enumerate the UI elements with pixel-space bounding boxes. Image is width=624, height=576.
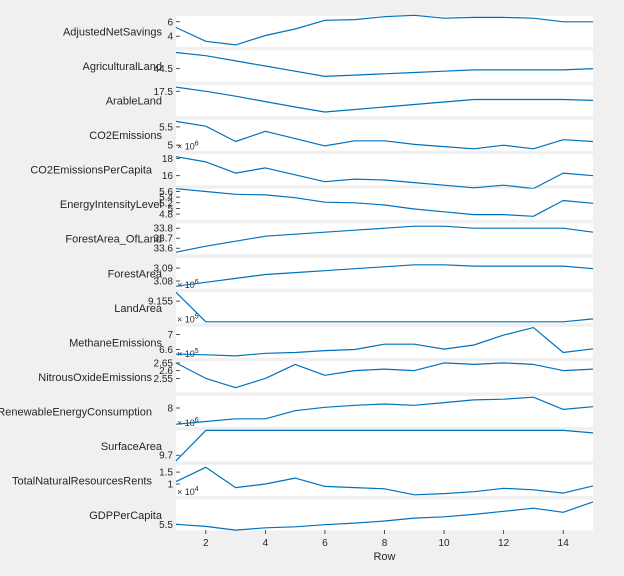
axes-panel bbox=[176, 499, 593, 531]
axis-exponent-label: × 106 bbox=[177, 141, 199, 152]
series-label: ForestArea bbox=[108, 268, 163, 280]
y-tick-label: 1 bbox=[167, 480, 173, 491]
series-line bbox=[175, 264, 594, 287]
x-tick-label: 14 bbox=[558, 538, 570, 549]
axes-panel bbox=[176, 464, 593, 496]
axes-panel bbox=[176, 257, 593, 289]
y-tick-label: 33.8 bbox=[154, 224, 174, 235]
x-axis-label: Row bbox=[373, 551, 395, 563]
y-tick-label: 5 bbox=[167, 204, 173, 215]
axes-panel bbox=[176, 85, 593, 117]
axes-panel bbox=[176, 188, 593, 220]
x-tick-label: 4 bbox=[263, 538, 269, 549]
y-tick-label: 33.7 bbox=[154, 234, 174, 245]
series-line bbox=[175, 396, 594, 425]
series-label: AdjustedNetSavings bbox=[63, 27, 163, 39]
series-label: LandArea bbox=[114, 303, 163, 315]
y-tick-label: 17.5 bbox=[154, 87, 174, 98]
x-tick-label: 8 bbox=[382, 538, 388, 549]
series-line bbox=[175, 327, 594, 357]
series-line bbox=[175, 429, 594, 462]
series-label: TotalNaturalResourcesRents bbox=[12, 475, 153, 487]
y-tick-label: 16 bbox=[162, 171, 174, 182]
y-tick-label: 4 bbox=[167, 32, 173, 43]
axis-exponent-label: × 104 bbox=[177, 486, 199, 497]
series-label: CO2Emissions bbox=[89, 130, 162, 142]
y-tick-label: 3.09 bbox=[154, 264, 174, 275]
y-tick-label: 5 bbox=[167, 141, 173, 152]
y-tick-label: 6.6 bbox=[159, 345, 173, 356]
axes-panel bbox=[176, 395, 593, 427]
y-tick-label: 5.6 bbox=[159, 187, 173, 198]
series-label: ArableLand bbox=[106, 96, 162, 108]
series-line bbox=[175, 225, 594, 253]
y-tick-label: 5.5 bbox=[159, 520, 173, 531]
y-tick-label: 7 bbox=[167, 330, 173, 341]
x-tick-label: 6 bbox=[322, 538, 328, 549]
series-label: MethaneEmissions bbox=[69, 337, 162, 349]
series-line bbox=[175, 156, 594, 190]
y-tick-label: 18 bbox=[162, 154, 174, 165]
axis-exponent-label: × 105 bbox=[177, 313, 199, 324]
y-tick-label: 33.6 bbox=[154, 244, 174, 255]
y-tick-label: 9.7 bbox=[159, 451, 173, 462]
axes-panel bbox=[176, 50, 593, 82]
series-line bbox=[175, 86, 594, 113]
y-tick-label: 5.5 bbox=[159, 122, 173, 133]
series-line bbox=[175, 291, 594, 323]
axes-panel bbox=[176, 119, 593, 151]
y-tick-label: 1.5 bbox=[159, 468, 173, 479]
series-line bbox=[175, 466, 594, 496]
y-tick-label: 8 bbox=[167, 404, 173, 415]
series-line bbox=[175, 362, 594, 389]
y-tick-label: 44.5 bbox=[154, 64, 174, 75]
y-tick-label: 2.6 bbox=[159, 366, 173, 377]
series-line bbox=[175, 188, 594, 217]
y-tick-label: 4.8 bbox=[159, 210, 173, 221]
series-line bbox=[175, 501, 594, 531]
series-label: AgriculturalLand bbox=[83, 61, 163, 73]
x-tick-label: 2 bbox=[203, 538, 209, 549]
series-label: RenewableEnergyConsumption bbox=[0, 406, 152, 418]
series-label: SurfaceArea bbox=[101, 441, 163, 453]
x-tick-label: 10 bbox=[439, 538, 451, 549]
series-label: NitrousOxideEmissions bbox=[38, 372, 152, 384]
y-tick-label: 3.08 bbox=[154, 277, 174, 288]
y-tick-label: 2.65 bbox=[154, 358, 174, 369]
x-tick-label: 12 bbox=[498, 538, 510, 549]
axes-panel bbox=[176, 361, 593, 393]
y-tick-label: 5.4 bbox=[159, 193, 173, 204]
axes-panel bbox=[176, 16, 593, 48]
series-line bbox=[175, 51, 594, 78]
y-tick-label: 2.55 bbox=[154, 374, 174, 385]
series-label: EnergyIntensityLevel bbox=[60, 199, 162, 211]
series-line bbox=[175, 120, 594, 150]
axes-panel bbox=[176, 430, 593, 462]
series-label: GDPPerCapita bbox=[89, 510, 163, 522]
y-tick-label: 6 bbox=[167, 17, 173, 28]
y-tick-label: 5.2 bbox=[159, 198, 173, 209]
y-tick-label: 9.155 bbox=[148, 297, 173, 308]
axes-panel bbox=[176, 292, 593, 324]
axes-panel bbox=[176, 326, 593, 358]
series-label: ForestArea_OfLand bbox=[65, 234, 162, 246]
series-label: CO2EmissionsPerCapita bbox=[30, 165, 153, 177]
series-line bbox=[175, 14, 593, 46]
